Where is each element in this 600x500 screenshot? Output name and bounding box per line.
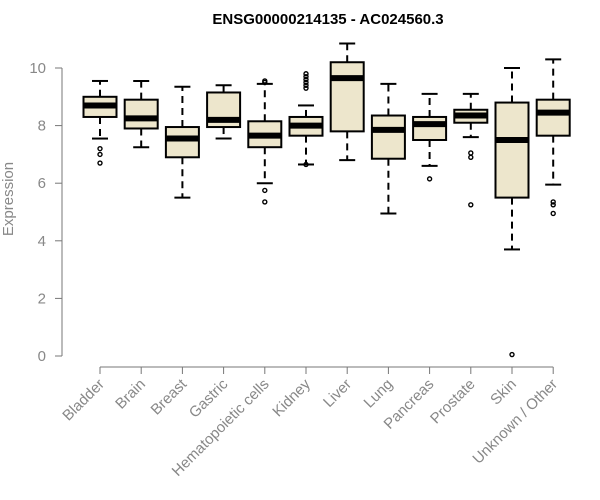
outlier-point	[97, 151, 103, 158]
x-tick-label: Lung	[361, 376, 397, 412]
chart-title: ENSG00000214135 - AC024560.3	[212, 11, 443, 28]
outlier-point	[550, 199, 556, 205]
iqr-box	[329, 61, 365, 133]
x-tick-label: Kidney	[269, 375, 314, 420]
y-axis: 0 2 4 6 8 10	[29, 60, 63, 365]
outlier-point	[262, 199, 268, 205]
iqr-box	[412, 115, 448, 141]
outlier-point	[303, 161, 309, 168]
outlier-point	[303, 71, 309, 77]
box-kidney	[288, 71, 324, 168]
outlier-point	[303, 85, 309, 91]
outlier-point	[303, 82, 309, 88]
iqr-box	[494, 101, 530, 199]
y-tick-label: 4	[38, 233, 46, 250]
iqr-box	[123, 98, 159, 130]
outlier-point	[262, 79, 268, 86]
y-tick-label: 0	[38, 348, 46, 365]
outlier-point	[550, 202, 556, 208]
outlier-point	[468, 150, 474, 156]
outlier-point	[303, 73, 309, 80]
x-tick-label: Breast	[148, 375, 191, 418]
iqr-box	[535, 98, 571, 137]
iqr-box	[370, 114, 406, 160]
outlier-point	[468, 154, 474, 160]
x-tick-label: Skin	[487, 376, 520, 409]
x-tick-label: Liver	[320, 376, 355, 411]
box-breast	[164, 85, 200, 199]
boxes-group	[82, 42, 571, 358]
box-gastric	[206, 84, 242, 140]
box-liver	[329, 42, 365, 162]
y-axis-label: Expression	[0, 162, 17, 236]
x-tick-label: Prostate	[427, 376, 479, 428]
y-tick-label: 10	[29, 60, 46, 77]
outlier-point	[262, 187, 268, 194]
x-tick-label: Bladder	[59, 376, 108, 425]
y-tick-label: 2	[38, 290, 46, 307]
y-tick-label: 8	[38, 118, 46, 135]
x-tick-label: Brain	[112, 376, 149, 413]
outlier-point	[97, 160, 103, 166]
outlier-point	[509, 351, 515, 358]
box-unknown-other	[535, 58, 571, 217]
outlier-point	[303, 79, 309, 86]
outlier-point	[303, 76, 309, 83]
iqr-box	[164, 126, 200, 159]
outlier-point	[550, 210, 556, 217]
y-tick-label: 6	[38, 175, 46, 192]
box-pancreas	[412, 92, 448, 182]
outlier-point	[97, 145, 103, 152]
box-lung	[370, 82, 406, 215]
box-hematopoietic-cells	[247, 78, 283, 205]
box-bladder	[82, 79, 118, 166]
box-skin	[494, 67, 530, 358]
outlier-point	[468, 202, 474, 208]
box-prostate	[453, 92, 489, 208]
outlier-point	[426, 176, 433, 182]
box-brain	[123, 79, 159, 149]
